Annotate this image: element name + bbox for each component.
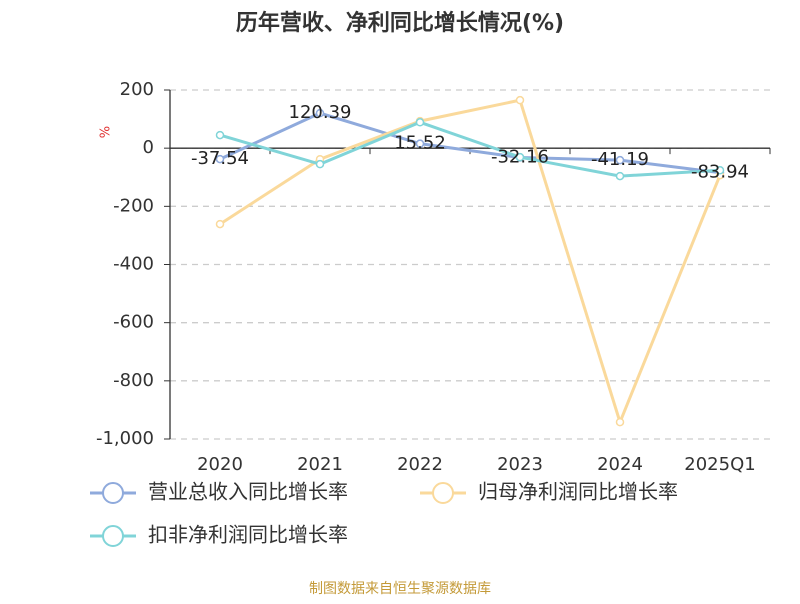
source-note: 制图数据来自恒生聚源数据库 bbox=[309, 581, 491, 597]
data-point bbox=[615, 155, 625, 165]
legend-label: 营业总收入同比增长率 bbox=[148, 480, 348, 504]
data-label: -41.19 bbox=[591, 149, 649, 170]
x-tick-label: 2022 bbox=[397, 454, 443, 475]
data-point bbox=[615, 417, 625, 427]
data-point bbox=[315, 108, 325, 118]
data-point bbox=[415, 139, 425, 148]
legend-marker bbox=[102, 482, 124, 504]
series-line bbox=[219, 111, 721, 175]
data-point bbox=[615, 171, 625, 181]
data-point bbox=[715, 166, 725, 175]
data-point bbox=[215, 219, 225, 229]
x-tick-label: 2020 bbox=[197, 454, 243, 475]
data-point bbox=[315, 159, 325, 169]
data-label: 15.52 bbox=[394, 133, 446, 154]
y-tick-label: 0 bbox=[143, 137, 154, 158]
data-label: -37.54 bbox=[191, 148, 249, 169]
y-tick-label: -400 bbox=[113, 254, 154, 275]
data-label: -83.94 bbox=[691, 162, 749, 183]
data-point bbox=[415, 118, 425, 127]
legend-label: 归母净利润同比增长率 bbox=[478, 480, 678, 504]
data-point bbox=[515, 152, 525, 162]
y-tick-label: -1,000 bbox=[96, 428, 154, 449]
y-tick-label: -800 bbox=[113, 370, 154, 391]
y-tick-label: -200 bbox=[113, 195, 154, 216]
chart-title: 历年营收、净利同比增长情况(%) bbox=[236, 10, 564, 36]
data-label: 120.39 bbox=[289, 102, 352, 123]
series-line bbox=[219, 120, 721, 178]
y-axis-label: % bbox=[99, 126, 114, 138]
x-tick-label: 2024 bbox=[597, 454, 643, 475]
y-tick-label: 200 bbox=[120, 79, 154, 100]
series-line bbox=[219, 98, 722, 427]
data-point bbox=[215, 154, 225, 164]
y-tick-label: -600 bbox=[113, 312, 154, 333]
legend-marker bbox=[432, 482, 454, 504]
legend-marker bbox=[102, 525, 124, 547]
x-tick-label: 2023 bbox=[497, 454, 543, 475]
data-label: -32.16 bbox=[491, 147, 549, 168]
data-point bbox=[215, 130, 225, 140]
x-tick-label: 2021 bbox=[297, 454, 343, 475]
legend-label: 扣非净利润同比增长率 bbox=[148, 523, 348, 547]
x-tick-label: 2025Q1 bbox=[684, 454, 755, 475]
data-point bbox=[515, 95, 525, 105]
